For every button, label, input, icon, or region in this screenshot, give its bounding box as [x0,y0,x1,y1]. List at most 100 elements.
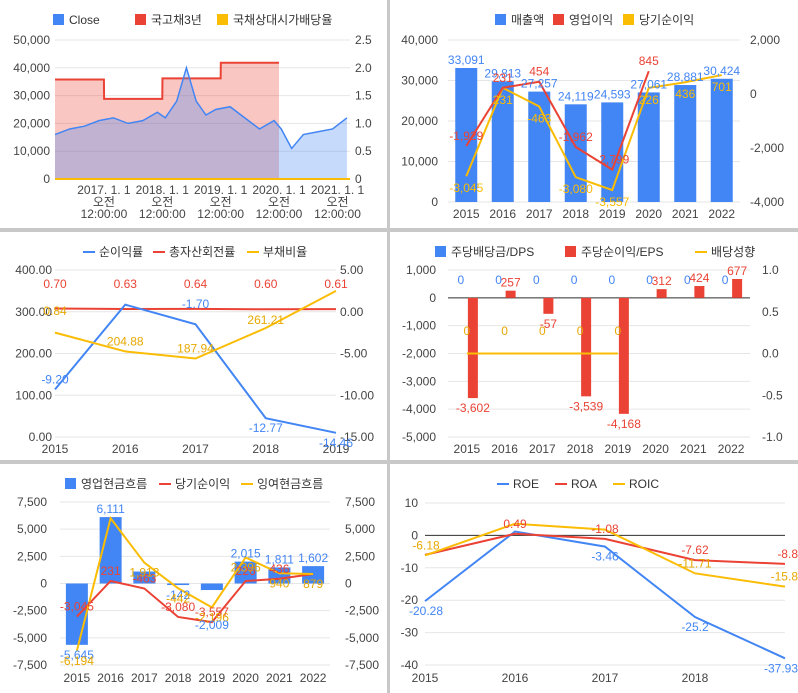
y-tick-label: 0 [345,577,352,591]
line-net-income [465,74,722,192]
x-tick-ampm: 오전 [326,195,348,209]
data-label-free-cashflow: 879 [303,577,323,591]
data-label-dps: 0 [571,273,578,287]
x-tick-label: 2022 [300,671,327,685]
bar-operating-cashflow [65,583,88,645]
x-tick-label: 2015 [412,671,439,685]
data-label-asset-turnover: 0.61 [324,277,348,291]
line-operating-profit [465,70,650,172]
data-label-eps: -4,168 [607,417,641,431]
y-tick-label: 0 [429,291,436,305]
legend-label-0: 순이익률 [99,245,143,259]
legend-label-2: 국채상대시가배당율 [233,13,332,27]
data-label-asset-turnover: 0.64 [184,277,208,291]
grid-divider-vertical [387,0,390,693]
x-tick-ampm: 오전 [268,195,290,209]
data-label-revenue: 28,881 [667,70,704,84]
y-tick-label: 2.0 [355,61,372,75]
y-tick-label: 2.5 [355,33,372,47]
y-tick-label: -4,000 [750,195,784,209]
chart-panel-1 [0,0,387,228]
y-tick-label: 40,000 [401,33,438,47]
x-tick-date: 2018. 1. 1 [136,183,190,197]
data-label-operating-cashflow: 1,602 [298,551,328,565]
bar-revenue [674,85,697,202]
legend-swatch-2 [217,14,228,25]
grid-divider-horizontal-2 [0,460,798,464]
data-label-revenue: 30,424 [703,64,740,78]
bar-eps [694,286,705,298]
legend-swatch-2 [623,14,634,25]
data-label-roe: -20.28 [409,604,443,618]
x-tick-time: 12:00:00 [314,207,361,221]
data-label-revenue: 29,813 [484,66,521,80]
legend-label-0: ROE [513,477,539,491]
bar-revenue [710,78,733,202]
data-label-eps: 257 [501,276,521,290]
grid-divider-horizontal-1 [0,228,798,232]
line-net-income [76,572,314,624]
data-label-roa: 0.49 [503,517,527,531]
y-tick-label: 0.5 [355,144,372,158]
legend-label-1: 당기순이익 [175,477,230,491]
line-roe [424,530,786,660]
x-tick-label: 2017 [131,671,158,685]
x-tick-label: 2015 [64,671,91,685]
x-tick-label: 2020 [635,207,662,221]
y-tick-label: -10.00 [340,388,374,402]
close-price-area [55,67,347,179]
y-tick-label: -7,500 [345,658,379,672]
y-tick-label: -7,500 [13,658,47,672]
y-tick-label: 7,500 [345,495,375,509]
y-tick-label: 20,000 [13,116,50,130]
y-tick-label: 7,500 [17,495,47,509]
x-tick-date: 2021. 1. 1 [311,183,365,197]
x-tick-label: 2019 [599,207,626,221]
legend-swatch-0 [435,246,446,257]
data-label-debt-ratio: 187.94 [177,342,214,356]
legend-swatch-0 [495,14,506,25]
legend-swatch-0 [65,478,76,489]
x-tick-label: 2019 [323,442,350,456]
y-tick-label: 100.00 [15,388,52,402]
data-label-extra: -2,009 [195,618,229,632]
y-tick-label: 20,000 [401,114,438,128]
data-label-roic: -15.8 [771,570,798,584]
legend-label-1: 총자산회전률 [169,245,235,259]
x-tick-label: 2019 [199,671,226,685]
bar-operating-cashflow [99,517,122,584]
y-tick-label: -20 [401,593,419,607]
bar-revenue [455,67,478,203]
x-tick-label: 2019 [605,442,632,456]
y-tick-label: 2,000 [750,33,780,47]
data-label-dps: 0 [458,273,465,287]
data-label-dps: 0 [684,273,691,287]
x-tick-label: 2020 [232,671,259,685]
y-tick-label: -2,000 [750,141,784,155]
data-label-roe: -25.2 [681,620,709,634]
x-tick-label: 2016 [489,207,516,221]
y-tick-label: -10 [401,561,419,575]
legend-label-2: 당기순이익 [639,13,694,27]
data-label-payout: 0 [539,324,546,338]
data-label-debt-ratio: 261.21 [247,313,284,327]
data-label-dps: 0 [533,273,540,287]
data-label-asset-turnover: 0.60 [254,277,278,291]
line-debt-ratio [54,289,337,360]
legend-label-1: 영업이익 [569,13,613,27]
y-tick-label: -5,000 [13,631,47,645]
data-label-roe: -37.93 [764,661,798,675]
line-roic [424,522,786,588]
y-tick-label: 1.0 [355,116,372,130]
data-label-net-income: 231 [493,93,513,107]
data-label-operating-profit: -1,962 [559,130,593,144]
legend-label-0: 매출액 [511,13,544,27]
y-tick-label: 0 [355,172,362,186]
data-label-revenue: 27,061 [630,77,667,91]
data-label-roa: -7.62 [681,543,709,557]
data-label-net-income: -463 [132,572,156,586]
legend-label-2: 부채비율 [263,245,307,259]
y-tick-label: -40 [401,658,419,672]
line-free-cashflow [75,516,314,652]
data-label-operating-profit: 231 [493,71,513,85]
